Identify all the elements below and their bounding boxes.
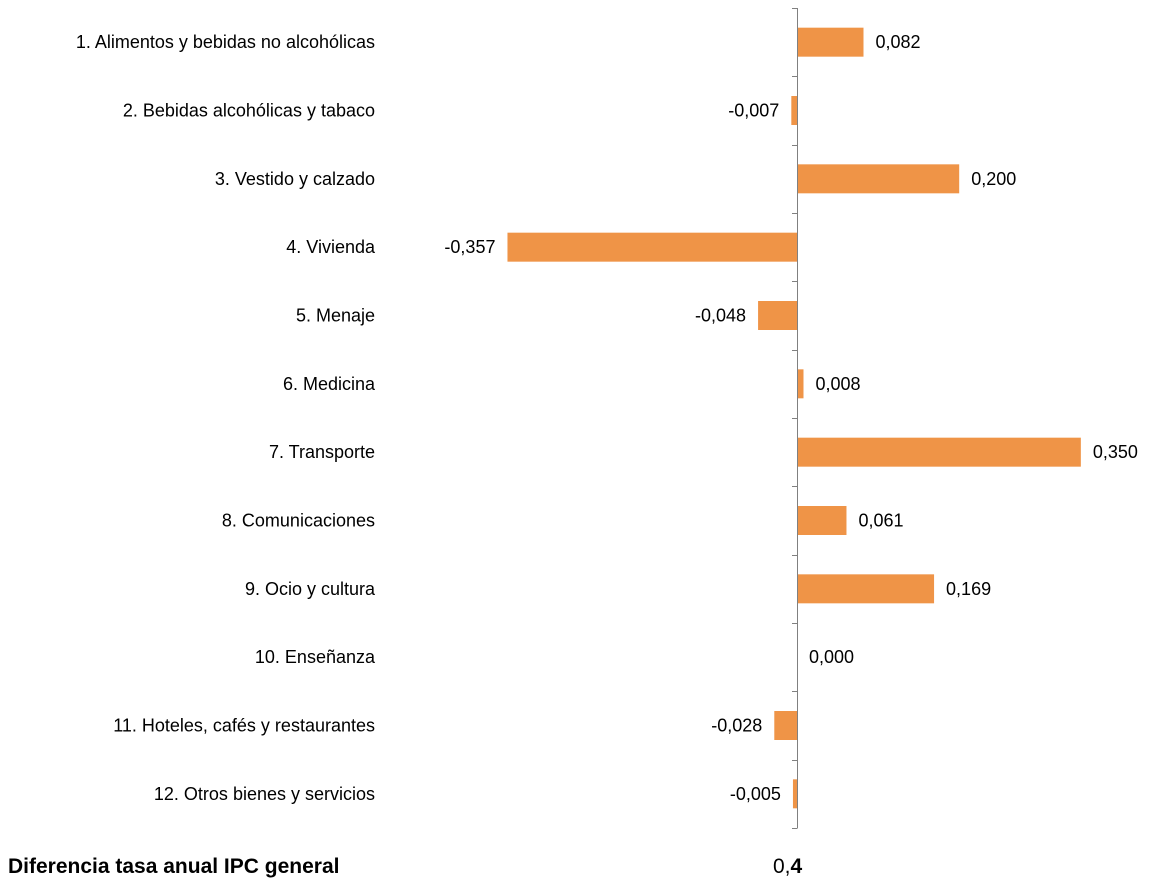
bar xyxy=(791,96,797,125)
value-label: 0,082 xyxy=(876,32,921,52)
value-label: 0,200 xyxy=(971,169,1016,189)
value-label: -0,028 xyxy=(711,716,762,736)
category-label: 6. Medicina xyxy=(283,374,376,394)
value-label: -0,005 xyxy=(730,784,781,804)
value-label: 0,169 xyxy=(946,579,991,599)
value-label: -0,007 xyxy=(728,101,779,121)
bar xyxy=(758,301,797,330)
bar xyxy=(797,27,864,57)
footer-value-decimal: 4 xyxy=(790,855,803,878)
bar xyxy=(797,164,960,194)
category-label: 1. Alimentos y bebidas no alcohólicas xyxy=(76,32,375,52)
bar xyxy=(797,369,804,399)
footer-value-integer: 0, xyxy=(773,855,791,878)
bar xyxy=(507,232,797,262)
value-label: 0,008 xyxy=(815,374,860,394)
category-label: 5. Menaje xyxy=(296,306,375,326)
category-label: 7. Transporte xyxy=(269,442,375,462)
bar xyxy=(774,711,797,740)
bar xyxy=(792,779,797,809)
bar xyxy=(797,574,935,604)
category-label: 8. Comunicaciones xyxy=(222,511,375,531)
value-label: 0,061 xyxy=(858,511,903,531)
category-label: 2. Bebidas alcohólicas y tabaco xyxy=(123,101,375,121)
bar xyxy=(797,506,847,535)
value-label: 0,350 xyxy=(1093,442,1138,462)
category-label: 4. Vivienda xyxy=(286,237,376,257)
bar xyxy=(797,437,1081,467)
value-label: -0,357 xyxy=(444,237,495,257)
category-label: 11. Hoteles, cafés y restaurantes xyxy=(113,716,375,736)
value-label: 0,000 xyxy=(809,647,854,667)
category-label: 10. Enseñanza xyxy=(255,647,376,667)
value-label: -0,048 xyxy=(695,306,746,326)
category-label: 9. Ocio y cultura xyxy=(245,579,376,599)
category-label: 12. Otros bienes y servicios xyxy=(154,784,375,804)
footer-value: 0,4 xyxy=(773,855,802,879)
footer-label: Diferencia tasa anual IPC general xyxy=(8,855,340,878)
category-label: 3. Vestido y calzado xyxy=(215,169,375,189)
